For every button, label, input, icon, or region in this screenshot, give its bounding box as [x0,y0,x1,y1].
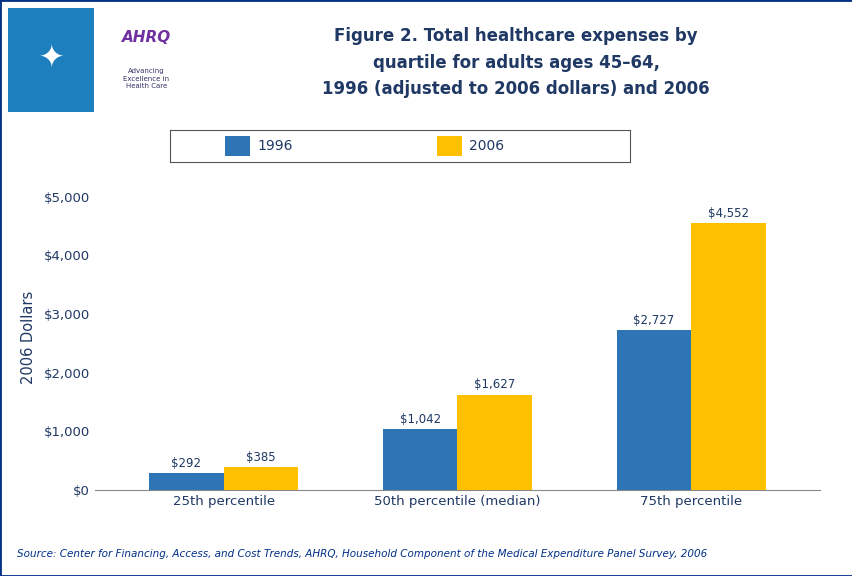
Bar [457,395,532,490]
Text: $292: $292 [171,457,201,469]
Bar [223,467,298,490]
Text: Source: Center for Financing, Access, and Cost Trends, AHRQ, Household Component: Source: Center for Financing, Access, an… [17,550,706,559]
Text: 1996: 1996 [257,139,292,153]
Text: $385: $385 [246,451,275,464]
Bar [95,8,199,112]
Bar [225,137,250,156]
Bar [148,473,223,490]
Text: $4,552: $4,552 [707,207,748,220]
Text: $1,042: $1,042 [399,412,440,426]
Bar [691,223,765,490]
Text: ✦: ✦ [38,43,64,73]
Text: 2006: 2006 [469,139,504,153]
Y-axis label: 2006 Dollars: 2006 Dollars [20,291,36,384]
Bar [8,8,95,112]
Text: $1,627: $1,627 [474,378,515,391]
Text: Figure 2. Total healthcare expenses by
quartile for adults ages 45–64,
1996 (adj: Figure 2. Total healthcare expenses by q… [322,28,709,98]
Text: AHRQ: AHRQ [122,29,170,44]
Bar [616,330,691,490]
Text: Advancing
Excellence in
Health Care: Advancing Excellence in Health Care [123,68,169,89]
Text: $2,727: $2,727 [632,314,674,327]
Bar [436,137,462,156]
Bar [383,429,457,490]
